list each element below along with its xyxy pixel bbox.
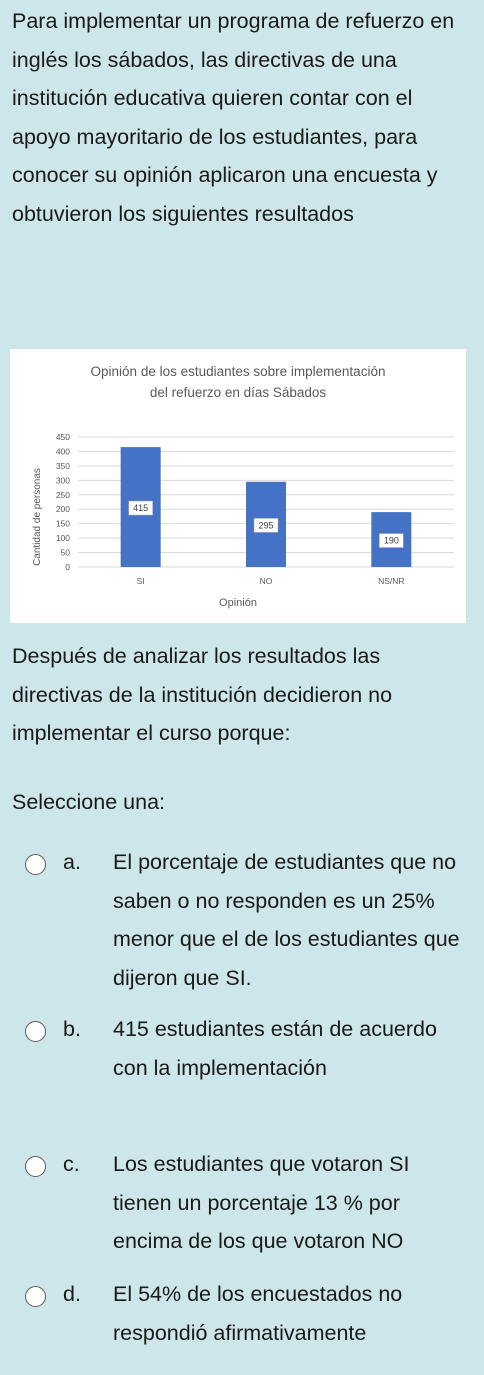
y-tick-label: 200 [56,504,70,514]
option-d[interactable]: d. El 54% de los encuestados no respondi… [0,1275,484,1355]
data-label-box [253,518,279,533]
y-tick-label: 0 [65,562,70,572]
radio-option-a[interactable] [25,854,46,875]
data-label-box [379,533,404,548]
y-tick-label: 250 [56,490,70,500]
chart-svg: Opinión de los estudiantes sobre impleme… [32,364,454,609]
option-c-letter: c. [63,1152,80,1176]
chart-title-line2: del refuerzo en días Sábados [150,385,327,400]
radio-option-d[interactable] [25,1286,46,1307]
radio-option-b[interactable] [25,1021,46,1042]
option-a-letter: a. [63,850,81,874]
select-prompt: Seleccione una: [12,790,165,814]
y-tick-label: 350 [56,461,70,471]
option-a[interactable]: a. El porcentaje de estudiantes que no s… [0,843,484,999]
bar-chart: Opinión de los estudiantes sobre impleme… [10,349,466,623]
x-tick-label: NO [260,576,273,586]
data-label-box [128,500,153,516]
option-b-letter: b. [63,1017,81,1041]
question-intro: Para implementar un programa de refuerzo… [12,9,455,226]
y-tick-label: 450 [56,432,70,442]
chart-y-ticks: 0 50 100 150 200 250 300 350 400 450 [56,432,70,572]
option-c-text: Los estudiantes que votaron SI tienen un… [113,1152,410,1253]
chart-x-axis-label: Opinión [219,597,257,609]
x-tick-label: NS/NR [378,576,404,586]
y-tick-label: 400 [56,446,70,456]
y-tick-label: 50 [61,548,71,558]
y-tick-label: 150 [56,519,70,529]
question-after-chart: Después de analizar los resultados las d… [12,644,393,745]
radio-option-c[interactable] [25,1156,46,1177]
option-b[interactable]: b. 415 estudiantes están de acuerdo con … [0,1010,484,1128]
chart-y-axis-label: Cantidad de personas [32,468,43,566]
chart-title-line1: Opinión de los estudiantes sobre impleme… [91,364,386,379]
option-a-text: El porcentaje de estudiantes que no sabe… [113,850,460,990]
option-c[interactable]: c. Los estudiantes que votaron SI tienen… [0,1145,484,1263]
option-d-text: El 54% de los encuestados no respondió a… [113,1282,403,1345]
chart-x-ticks: SI NO NS/NR [137,576,405,586]
option-d-letter: d. [63,1282,81,1306]
y-tick-label: 100 [56,533,70,543]
y-tick-label: 300 [56,475,70,485]
x-tick-label: SI [137,576,145,586]
data-label: 190 [384,536,399,546]
chart-bars: 415 295 190 [120,447,412,567]
data-label: 295 [258,520,273,530]
data-label: 415 [133,503,148,513]
option-b-text: 415 estudiantes están de acuerdo con la … [113,1017,437,1080]
